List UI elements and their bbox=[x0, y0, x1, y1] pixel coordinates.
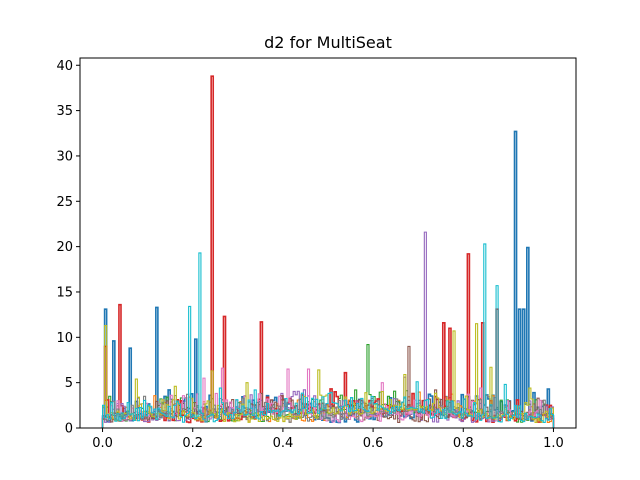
y-tick-label: 15 bbox=[56, 285, 73, 300]
x-tick-label: 1.0 bbox=[543, 436, 564, 451]
y-tick-label: 25 bbox=[56, 195, 73, 210]
series-layer bbox=[101, 75, 555, 428]
y-tick-label: 40 bbox=[56, 59, 73, 74]
x-tick-label: 0.0 bbox=[92, 436, 113, 451]
axes-layer: 0.0 0.2 0.4 0.6 0.8 1.0 0 5 10 15 20 25 30 35 40 bbox=[56, 59, 563, 451]
y-tick-label: 10 bbox=[56, 331, 73, 346]
x-tick-label: 0.2 bbox=[182, 436, 203, 451]
y-tick-label: 20 bbox=[56, 240, 73, 255]
y-tick-label: 35 bbox=[56, 104, 73, 119]
x-tick-label: 0.6 bbox=[363, 436, 384, 451]
y-tick-label: 0 bbox=[65, 422, 73, 437]
y-tick-label: 30 bbox=[56, 149, 73, 164]
series-line-10 bbox=[102, 243, 554, 428]
chart-title: d2 for MultiSeat bbox=[264, 33, 392, 52]
x-tick-label: 0.4 bbox=[273, 436, 294, 451]
plot-frame bbox=[79, 57, 577, 429]
y-tick-label: 5 bbox=[65, 376, 73, 391]
x-tick-label: 0.8 bbox=[453, 436, 474, 451]
